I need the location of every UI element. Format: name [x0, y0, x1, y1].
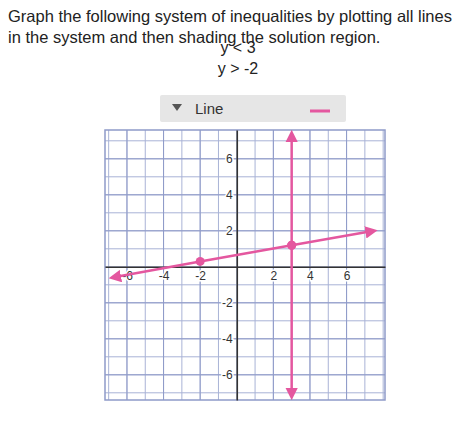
- tick-label: 6: [344, 269, 351, 283]
- minor-grid-line: [105, 248, 385, 249]
- minor-grid-line: [309, 130, 310, 400]
- series-line: [112, 231, 374, 278]
- axis-line: [236, 131, 238, 401]
- tick: 4: [307, 267, 314, 284]
- minor-grid-line: [105, 392, 385, 393]
- button-bg: [160, 95, 346, 122]
- minor-grid-line: [105, 320, 385, 321]
- grid-line-y: [105, 230, 385, 231]
- tick: -2: [222, 296, 237, 310]
- point: [287, 241, 296, 250]
- annotation: y < 3: [220, 39, 255, 56]
- button-label: Line: [195, 100, 223, 117]
- minor-grid-line: [105, 302, 385, 303]
- tick-label: -2: [195, 269, 206, 283]
- minor-grid-line: [383, 130, 384, 400]
- grid-line-x: [309, 130, 310, 400]
- tick: 4: [226, 188, 237, 202]
- minor-grid-line: [364, 130, 365, 400]
- minor-grid-line: [105, 338, 385, 339]
- grid-line-y: [105, 302, 385, 303]
- minor-grid-line: [105, 284, 385, 285]
- minor-grid-line: [105, 266, 385, 267]
- x-axis: -6-4-2246: [106, 267, 386, 284]
- minor-grid-line: [346, 130, 347, 400]
- tick: 2: [271, 267, 278, 284]
- tick-label: 6: [226, 152, 233, 166]
- minor-grid-line: [163, 130, 164, 400]
- tick-label: 4: [307, 269, 314, 283]
- annotation: y > -2: [218, 60, 259, 77]
- tick: -2: [195, 267, 206, 284]
- minor-grid-line: [105, 194, 385, 195]
- minor-grid-line: [105, 176, 385, 177]
- grid-line-x: [346, 130, 347, 400]
- y-axis: -6 -4 -2 2 4 6: [222, 131, 237, 401]
- minor-grid: [105, 130, 385, 400]
- axis-line: [106, 266, 386, 268]
- grid: [105, 130, 385, 400]
- minor-grid-line: [105, 212, 385, 213]
- dropdown-icon: [172, 104, 182, 111]
- minor-grid-line: [145, 130, 146, 400]
- tick: 6: [226, 152, 237, 166]
- grid-line-y: [105, 194, 385, 195]
- tick-label: -4: [159, 269, 170, 283]
- tick-label: -2: [222, 296, 233, 310]
- tick-label: -6: [222, 368, 233, 382]
- point: [287, 241, 296, 250]
- minor-grid-line: [328, 130, 329, 400]
- point: [196, 257, 205, 266]
- tick: -6: [222, 368, 237, 382]
- tick: -4: [222, 332, 237, 346]
- minor-grid-line: [105, 140, 385, 141]
- tick-label: 2: [271, 269, 278, 283]
- minor-grid-line: [105, 158, 385, 159]
- minor-grid-line: [273, 130, 274, 400]
- minor-grid-line: [218, 130, 219, 400]
- tick: 6: [344, 267, 351, 284]
- page: Graph the following system of inequaliti…: [0, 0, 474, 421]
- grid-line-x: [273, 130, 274, 400]
- line-icon: [310, 110, 330, 113]
- plot-frame: [105, 130, 385, 400]
- grid-line-y: [105, 158, 385, 159]
- tick: 2: [226, 224, 237, 238]
- grid-line-y: [105, 338, 385, 339]
- minor-grid-line: [105, 374, 385, 375]
- grid-line-y: [105, 374, 385, 375]
- minor-grid-line: [291, 130, 292, 400]
- tool-button: Line: [160, 95, 346, 122]
- tick-label: 2: [226, 224, 233, 238]
- minor-grid-line: [108, 130, 109, 400]
- tick-label: -4: [222, 332, 233, 346]
- series-group: [112, 134, 374, 397]
- minor-grid-line: [236, 130, 237, 400]
- minor-grid-line: [105, 230, 385, 231]
- series-line: [290, 134, 293, 397]
- grid-line-x: [163, 130, 164, 400]
- grid-line-x: [126, 130, 127, 400]
- minor-grid-line: [255, 130, 256, 400]
- tick-label: 4: [226, 188, 233, 202]
- minor-grid-line: [105, 356, 385, 357]
- minor-grid-line: [126, 130, 127, 400]
- plot-bg: [105, 130, 385, 400]
